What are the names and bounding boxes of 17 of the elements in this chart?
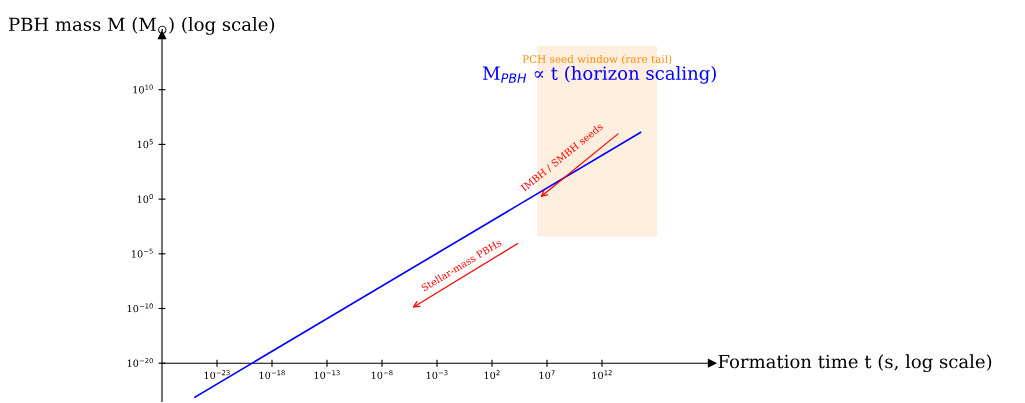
y-tick-label: 10$^{−10}$ <box>127 303 153 313</box>
x-tick-label: 10$^{−23}$ <box>204 370 230 379</box>
x-tick-label: 10$^{−3}$ <box>426 370 448 379</box>
x-tick-label: 10$^{12}$ <box>592 370 612 379</box>
annotation: M$_{PBH}$ ∝ t (horizon scaling) <box>482 66 716 84</box>
x-axis-title: Formation time t (s, log scale) <box>718 354 992 373</box>
x-tick-label: 10$^{2}$ <box>484 370 500 379</box>
x-tick-label: 10$^{−18}$ <box>259 370 285 379</box>
y-tick-label: 10$^{0}$ <box>137 193 153 203</box>
x-tick-label: 10$^{7}$ <box>539 370 555 379</box>
x-tick-label: 10$^{−8}$ <box>371 370 393 379</box>
y-tick-label: 10$^{10}$ <box>133 84 153 94</box>
band-label: PCH seed window (rare tail) <box>522 54 672 65</box>
y-tick-label: 10$^{−5}$ <box>132 248 153 258</box>
y-tick-label: 10$^{−20}$ <box>127 358 153 367</box>
y-tick-label: 10$^{5}$ <box>137 139 153 149</box>
x-tick-label: 10$^{−13}$ <box>314 370 340 379</box>
